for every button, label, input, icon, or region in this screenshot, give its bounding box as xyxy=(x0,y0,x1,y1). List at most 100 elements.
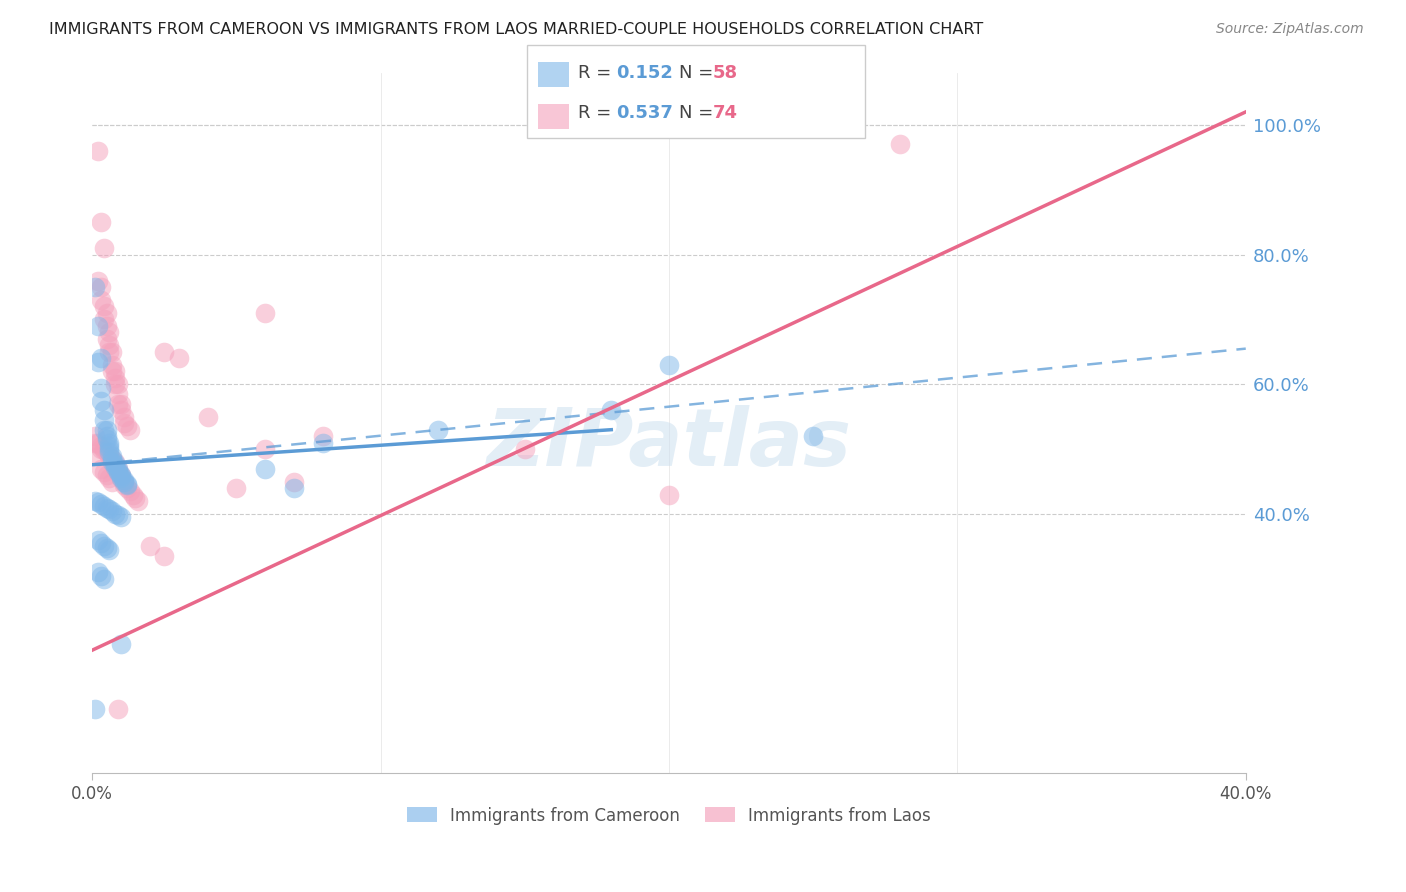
Text: R =: R = xyxy=(578,104,617,122)
Point xyxy=(104,458,127,473)
Point xyxy=(110,468,132,483)
Point xyxy=(98,445,121,459)
Point xyxy=(427,423,450,437)
Point xyxy=(96,541,118,555)
Point xyxy=(90,536,112,550)
Point xyxy=(153,549,176,564)
Point xyxy=(104,460,127,475)
Point xyxy=(110,469,132,483)
Point xyxy=(254,461,277,475)
Point xyxy=(93,312,115,326)
Text: Source: ZipAtlas.com: Source: ZipAtlas.com xyxy=(1216,22,1364,37)
Point xyxy=(90,568,112,582)
Text: 74: 74 xyxy=(713,104,738,122)
Point xyxy=(87,449,110,463)
Point xyxy=(225,481,247,495)
Point xyxy=(107,465,129,479)
Point xyxy=(90,439,112,453)
Point xyxy=(115,478,138,492)
Point xyxy=(98,449,121,463)
Point xyxy=(90,293,112,307)
Text: R =: R = xyxy=(578,63,617,82)
Point xyxy=(110,471,132,485)
Point xyxy=(90,215,112,229)
Point xyxy=(153,344,176,359)
Point xyxy=(90,497,112,511)
Point xyxy=(101,449,124,463)
Point xyxy=(98,471,121,485)
Point xyxy=(312,429,335,443)
Point xyxy=(112,478,135,492)
Point xyxy=(87,566,110,580)
Point xyxy=(104,364,127,378)
Point xyxy=(90,393,112,408)
Point xyxy=(107,387,129,401)
Point xyxy=(110,397,132,411)
Point xyxy=(107,377,129,392)
Point xyxy=(600,403,623,417)
Point xyxy=(87,318,110,333)
Point xyxy=(167,351,190,366)
Point xyxy=(101,344,124,359)
Point xyxy=(283,475,305,489)
Point xyxy=(115,419,138,434)
Point xyxy=(101,504,124,518)
Point xyxy=(90,442,112,457)
Point xyxy=(513,442,536,457)
Point xyxy=(98,442,121,457)
Point xyxy=(98,501,121,516)
Point xyxy=(312,435,335,450)
Point xyxy=(112,475,135,489)
Point xyxy=(101,364,124,378)
Point xyxy=(889,137,911,152)
Point xyxy=(93,241,115,255)
Point xyxy=(98,344,121,359)
Point xyxy=(87,354,110,368)
Point xyxy=(121,487,143,501)
Point xyxy=(101,451,124,466)
Point xyxy=(110,510,132,524)
Point xyxy=(112,475,135,489)
Text: 0.152: 0.152 xyxy=(616,63,672,82)
Point xyxy=(104,371,127,385)
Point xyxy=(90,380,112,394)
Point xyxy=(98,435,121,450)
Point xyxy=(96,423,118,437)
Point xyxy=(139,540,162,554)
Point xyxy=(107,466,129,480)
Point xyxy=(93,443,115,458)
Point xyxy=(118,423,141,437)
Point xyxy=(98,338,121,352)
Text: N =: N = xyxy=(679,104,718,122)
Point xyxy=(93,572,115,586)
Point xyxy=(93,500,115,514)
Legend: Immigrants from Cameroon, Immigrants from Laos: Immigrants from Cameroon, Immigrants fro… xyxy=(406,806,931,824)
Point xyxy=(104,455,127,469)
Point xyxy=(107,464,129,478)
Point xyxy=(112,409,135,424)
Point xyxy=(96,500,118,515)
Point xyxy=(87,495,110,509)
Text: IMMIGRANTS FROM CAMEROON VS IMMIGRANTS FROM LAOS MARRIED-COUPLE HOUSEHOLDS CORRE: IMMIGRANTS FROM CAMEROON VS IMMIGRANTS F… xyxy=(49,22,983,37)
Point xyxy=(254,442,277,457)
Point xyxy=(93,423,115,437)
Point xyxy=(801,429,824,443)
Point xyxy=(84,280,107,294)
Point xyxy=(254,306,277,320)
Point xyxy=(93,465,115,479)
Point xyxy=(112,416,135,430)
Point xyxy=(96,429,118,443)
Point xyxy=(197,409,219,424)
Text: 0.537: 0.537 xyxy=(616,104,672,122)
Point xyxy=(98,542,121,557)
Point xyxy=(101,475,124,489)
Point xyxy=(110,468,132,483)
Point xyxy=(104,458,127,473)
Point xyxy=(115,476,138,491)
Point xyxy=(658,358,681,372)
Point xyxy=(104,507,127,521)
Point xyxy=(96,468,118,483)
Point xyxy=(112,473,135,487)
Point xyxy=(84,429,107,443)
Point xyxy=(84,701,107,715)
